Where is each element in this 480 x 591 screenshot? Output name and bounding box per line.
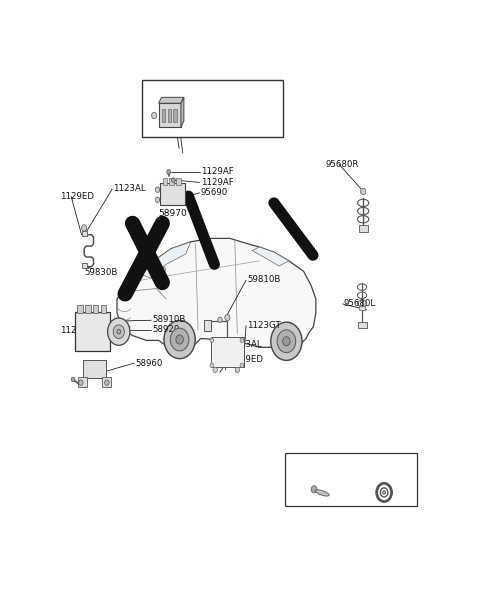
Text: 95680R: 95680R	[326, 160, 360, 168]
Text: 95690: 95690	[186, 113, 215, 122]
Bar	[176, 178, 180, 184]
Circle shape	[360, 189, 366, 194]
Bar	[75, 312, 110, 351]
Circle shape	[171, 178, 175, 183]
Bar	[211, 337, 244, 366]
Circle shape	[383, 491, 385, 494]
Circle shape	[271, 322, 302, 361]
Bar	[158, 103, 181, 127]
Circle shape	[235, 367, 240, 373]
Circle shape	[240, 338, 244, 343]
Bar	[285, 453, 417, 505]
Circle shape	[210, 363, 214, 368]
Circle shape	[108, 318, 130, 345]
Bar	[162, 109, 165, 122]
Circle shape	[213, 367, 217, 373]
Circle shape	[283, 337, 290, 346]
Text: 58920: 58920	[152, 326, 180, 335]
Circle shape	[240, 363, 244, 368]
Text: 95680L: 95680L	[344, 298, 375, 307]
Bar	[163, 178, 167, 184]
Bar	[169, 178, 174, 184]
Bar	[102, 377, 111, 387]
Bar	[160, 183, 185, 205]
Circle shape	[113, 325, 124, 339]
Bar	[204, 320, 211, 331]
Bar	[93, 306, 98, 313]
Text: 59810B: 59810B	[247, 275, 280, 284]
Text: 1130DB: 1130DB	[299, 460, 337, 469]
Circle shape	[210, 338, 214, 343]
Text: 1129AF: 1129AF	[201, 167, 233, 177]
Polygon shape	[181, 98, 184, 127]
Ellipse shape	[315, 490, 329, 496]
Bar	[77, 306, 83, 313]
Circle shape	[155, 187, 160, 193]
Bar	[85, 306, 91, 313]
Text: 58960: 58960	[135, 359, 163, 368]
Text: 58970: 58970	[186, 103, 215, 112]
Text: 1123AL: 1123AL	[113, 184, 146, 193]
Circle shape	[277, 330, 296, 353]
Bar	[142, 80, 283, 137]
Polygon shape	[252, 247, 289, 266]
Circle shape	[79, 380, 83, 385]
Text: 59830B: 59830B	[84, 268, 118, 277]
Text: 95690: 95690	[201, 189, 228, 197]
Circle shape	[152, 112, 156, 119]
Text: 1129ED: 1129ED	[229, 355, 263, 364]
Bar	[168, 109, 171, 122]
Text: 1339CC: 1339CC	[365, 460, 403, 469]
Circle shape	[155, 197, 160, 203]
Polygon shape	[117, 238, 316, 349]
Circle shape	[117, 329, 120, 334]
Circle shape	[311, 486, 317, 493]
Circle shape	[176, 335, 183, 344]
Polygon shape	[142, 242, 191, 278]
Bar	[82, 263, 87, 268]
Circle shape	[71, 377, 75, 382]
Bar	[84, 360, 106, 378]
Circle shape	[105, 380, 109, 385]
Bar	[101, 306, 106, 313]
Text: (14MY): (14MY)	[147, 85, 181, 93]
Text: 58910B: 58910B	[152, 316, 186, 324]
Text: 1125DL: 1125DL	[60, 326, 94, 335]
Bar	[82, 231, 87, 236]
Circle shape	[170, 328, 189, 351]
Text: 1129ED: 1129ED	[60, 191, 94, 200]
Text: 1123GT: 1123GT	[247, 321, 281, 330]
Circle shape	[225, 314, 230, 321]
Text: 1123AL: 1123AL	[228, 340, 261, 349]
Circle shape	[167, 170, 170, 174]
Polygon shape	[158, 98, 184, 103]
Bar	[359, 225, 368, 232]
Bar	[359, 306, 365, 310]
Bar	[78, 377, 87, 387]
Bar	[358, 322, 367, 328]
Bar	[173, 109, 177, 122]
Ellipse shape	[156, 267, 166, 272]
Circle shape	[164, 320, 195, 359]
Text: 1129AF: 1129AF	[201, 178, 233, 187]
Circle shape	[218, 317, 222, 323]
Circle shape	[82, 225, 87, 231]
Text: 58970: 58970	[158, 209, 187, 218]
